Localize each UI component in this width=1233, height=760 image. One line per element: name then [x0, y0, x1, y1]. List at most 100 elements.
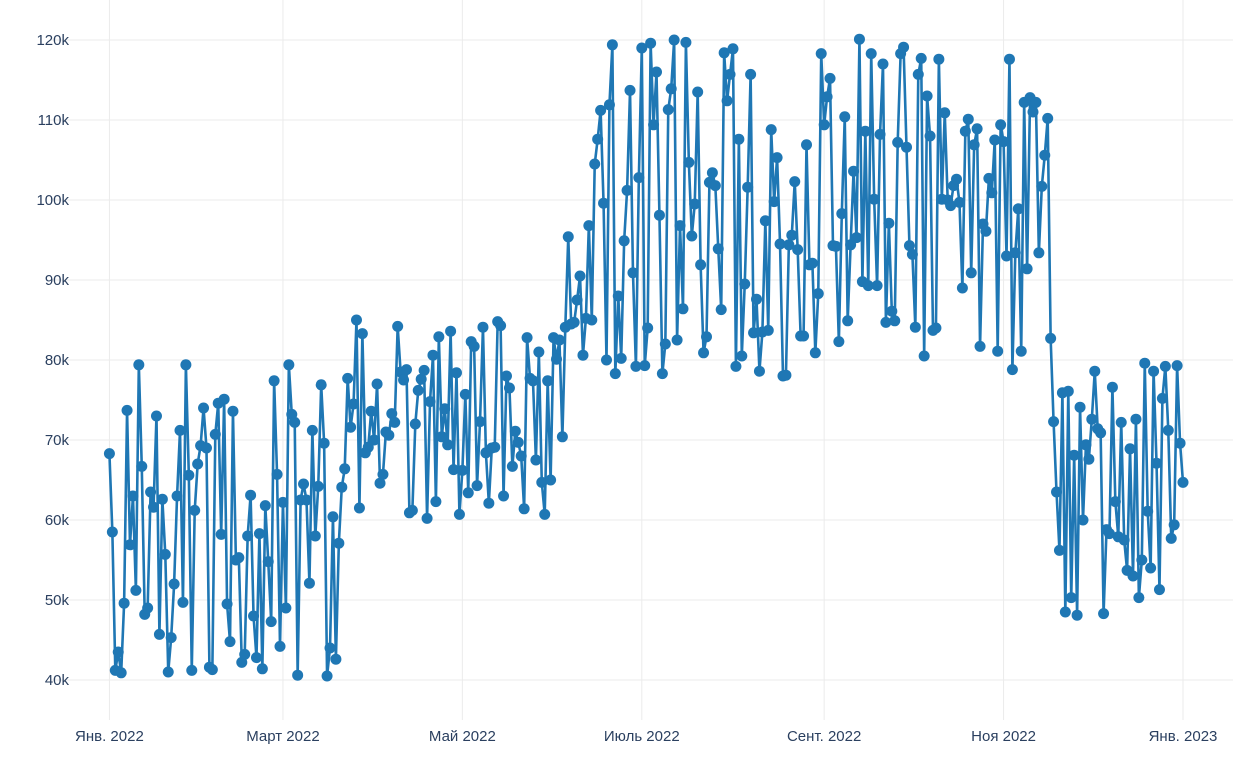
data-point[interactable]: [312, 480, 324, 492]
data-point[interactable]: [177, 596, 189, 608]
data-point[interactable]: [680, 36, 692, 48]
data-point[interactable]: [1086, 413, 1098, 425]
data-point[interactable]: [333, 537, 345, 549]
data-point[interactable]: [930, 322, 942, 334]
data-point[interactable]: [289, 416, 301, 428]
data-point[interactable]: [142, 602, 154, 614]
data-point[interactable]: [171, 490, 183, 502]
data-point[interactable]: [1139, 357, 1151, 369]
data-point[interactable]: [621, 184, 633, 196]
data-point[interactable]: [562, 231, 574, 243]
data-point[interactable]: [615, 352, 627, 364]
data-point[interactable]: [995, 119, 1007, 131]
data-point[interactable]: [1006, 364, 1018, 376]
data-point[interactable]: [818, 119, 830, 131]
data-point[interactable]: [630, 360, 642, 372]
data-point[interactable]: [721, 95, 733, 107]
data-point[interactable]: [877, 58, 889, 70]
data-point[interactable]: [436, 431, 448, 443]
data-point[interactable]: [898, 41, 910, 53]
data-point[interactable]: [959, 125, 971, 137]
data-point[interactable]: [1077, 514, 1089, 526]
data-point[interactable]: [424, 396, 436, 408]
data-point[interactable]: [136, 460, 148, 472]
data-point[interactable]: [103, 448, 115, 460]
data-point[interactable]: [248, 610, 260, 622]
data-point[interactable]: [883, 217, 895, 229]
data-point[interactable]: [853, 33, 865, 45]
data-point[interactable]: [124, 539, 136, 551]
data-point[interactable]: [1103, 528, 1115, 540]
data-point[interactable]: [342, 372, 354, 384]
data-point[interactable]: [712, 243, 724, 255]
data-point[interactable]: [227, 405, 239, 417]
data-point[interactable]: [1159, 360, 1171, 372]
data-point[interactable]: [724, 68, 736, 80]
data-point[interactable]: [365, 405, 377, 417]
data-point[interactable]: [459, 388, 471, 400]
data-point[interactable]: [374, 477, 386, 489]
data-point[interactable]: [545, 474, 557, 486]
data-point[interactable]: [1053, 544, 1065, 556]
data-point[interactable]: [353, 502, 365, 514]
data-point[interactable]: [651, 66, 662, 78]
data-point[interactable]: [409, 418, 421, 430]
data-point[interactable]: [180, 359, 192, 371]
data-point[interactable]: [868, 193, 880, 205]
data-point[interactable]: [551, 353, 562, 365]
data-point[interactable]: [718, 47, 730, 59]
data-point[interactable]: [1048, 416, 1060, 428]
data-point[interactable]: [571, 294, 583, 306]
data-point[interactable]: [309, 530, 321, 542]
data-point[interactable]: [968, 139, 980, 151]
data-point[interactable]: [430, 496, 442, 508]
data-point[interactable]: [933, 53, 945, 65]
data-point[interactable]: [330, 653, 342, 665]
data-point[interactable]: [1039, 149, 1051, 161]
data-point[interactable]: [986, 187, 998, 199]
data-point[interactable]: [606, 39, 618, 51]
data-point[interactable]: [1036, 180, 1048, 192]
data-point[interactable]: [874, 128, 886, 140]
data-point[interactable]: [127, 490, 139, 502]
data-point[interactable]: [450, 367, 462, 379]
data-point[interactable]: [765, 124, 777, 136]
data-point[interactable]: [445, 325, 457, 337]
data-point[interactable]: [830, 240, 842, 252]
data-point[interactable]: [1021, 263, 1033, 275]
data-point[interactable]: [662, 104, 674, 116]
data-point[interactable]: [383, 429, 395, 441]
data-point[interactable]: [586, 314, 598, 326]
data-point[interactable]: [989, 134, 1001, 146]
data-point[interactable]: [636, 42, 648, 54]
data-point[interactable]: [1115, 416, 1127, 428]
data-point[interactable]: [639, 360, 651, 372]
data-point[interactable]: [768, 196, 780, 208]
data-point[interactable]: [848, 165, 860, 177]
data-point[interactable]: [618, 235, 630, 247]
data-point[interactable]: [901, 141, 913, 153]
data-point[interactable]: [256, 663, 268, 675]
data-point[interactable]: [674, 220, 686, 232]
data-point[interactable]: [489, 441, 501, 453]
data-point[interactable]: [880, 316, 892, 328]
data-point[interactable]: [974, 340, 986, 352]
data-point[interactable]: [633, 172, 645, 184]
data-point[interactable]: [698, 347, 710, 359]
data-point[interactable]: [865, 48, 877, 60]
data-point[interactable]: [745, 68, 757, 80]
data-point[interactable]: [1009, 247, 1021, 259]
data-point[interactable]: [150, 410, 162, 422]
data-point[interactable]: [862, 280, 874, 292]
data-point[interactable]: [1174, 437, 1186, 449]
data-point[interactable]: [474, 416, 486, 428]
data-point[interactable]: [1012, 203, 1024, 215]
data-point[interactable]: [1059, 606, 1071, 618]
data-point[interactable]: [1177, 476, 1189, 488]
data-point[interactable]: [780, 369, 792, 381]
data-point[interactable]: [668, 34, 680, 46]
data-point[interactable]: [671, 334, 683, 346]
data-point[interactable]: [209, 428, 221, 440]
data-point[interactable]: [433, 331, 445, 343]
data-point[interactable]: [733, 133, 745, 145]
